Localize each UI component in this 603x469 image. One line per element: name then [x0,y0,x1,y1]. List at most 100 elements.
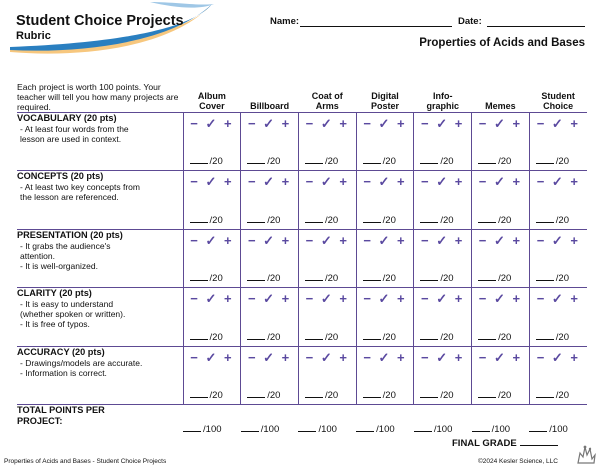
rating-marks[interactable]: − ✓ + [421,349,465,365]
score-cell[interactable]: − ✓ + /20 [240,228,299,288]
rating-marks[interactable]: − ✓ + [190,291,234,306]
column-header: Digital Poster [371,90,400,112]
score-cell[interactable]: − ✓ + /20 [413,345,472,405]
score-cell[interactable]: − ✓ + /20 [182,345,241,405]
rating-marks[interactable]: − ✓ + [190,174,234,189]
score-cell[interactable]: − ✓ + /20 [355,228,414,288]
rating-marks[interactable]: − ✓ + [305,115,349,131]
score-cell[interactable]: − ✓ + /20 [528,111,587,171]
total-score[interactable]: /100 [356,404,414,435]
rating-marks[interactable]: − ✓ + [305,291,349,306]
rating-marks[interactable]: − ✓ + [305,174,349,189]
score-blank: /20 [247,273,280,284]
total-score[interactable]: /100 [413,404,472,435]
score-cell[interactable]: − ✓ + /20 [471,345,530,405]
total-score[interactable]: /100 [529,404,587,435]
score-cell[interactable]: − ✓ + /20 [471,287,530,346]
score-cell[interactable]: − ✓ + /20 [528,287,587,346]
score-blank: /20 [362,332,396,343]
score-cell[interactable]: − ✓ + /20 [240,111,299,171]
header-swoosh [10,2,214,54]
column-header: Billboard [250,101,290,111]
score-blank: /20 [189,332,223,343]
date-field[interactable] [487,26,585,27]
score-cell[interactable]: − ✓ + /20 [240,287,299,346]
score-cell[interactable]: − ✓ + /20 [528,228,587,288]
rating-marks[interactable]: − ✓ + [363,115,407,131]
score-blank: /20 [304,156,338,167]
score-cell[interactable]: − ✓ + /20 [240,170,299,229]
score-cell[interactable]: − ✓ + /20 [297,170,357,229]
rating-marks[interactable]: − ✓ + [190,349,234,365]
rating-marks[interactable]: − ✓ + [247,349,292,365]
score-cell[interactable]: − ✓ + /20 [471,228,530,288]
rating-marks[interactable]: − ✓ + [478,349,523,365]
score-cell[interactable]: − ✓ + /20 [182,228,241,288]
rating-marks[interactable]: − ✓ + [536,349,581,365]
rating-marks[interactable]: − ✓ + [478,291,523,306]
score-cell[interactable]: − ✓ + /20 [297,287,357,346]
score-blank: /20 [535,156,569,167]
rating-marks[interactable]: − ✓ + [363,232,407,248]
score-cell[interactable]: − ✓ + /20 [182,111,241,171]
column-header: Info-graphic [426,90,459,112]
date-label: Date: [458,16,482,27]
rating-marks[interactable]: − ✓ + [421,291,465,306]
rating-marks[interactable]: − ✓ + [247,174,292,189]
rating-marks[interactable]: − ✓ + [536,115,581,131]
criterion-description: PRESENTATION (20 pts) - It grabs the aud… [17,228,184,288]
rating-marks[interactable]: − ✓ + [536,232,581,248]
final-grade[interactable]: FINAL GRADE [452,438,558,449]
score-cell[interactable]: − ✓ + /20 [413,170,472,229]
score-cell[interactable]: − ✓ + /20 [240,345,299,405]
rating-marks[interactable]: − ✓ + [421,232,465,248]
publisher-logo-icon [577,445,596,464]
score-cell[interactable]: − ✓ + /20 [528,170,587,229]
rating-marks[interactable]: − ✓ + [421,115,465,131]
rating-marks[interactable]: − ✓ + [478,174,523,189]
score-blank: /20 [478,390,511,401]
rating-marks[interactable]: − ✓ + [305,232,349,248]
rating-marks[interactable]: − ✓ + [363,291,407,306]
score-cell[interactable]: − ✓ + /20 [413,111,472,171]
criterion-description: CLARITY (20 pts) - It is easy to underst… [17,287,184,346]
rating-marks[interactable]: − ✓ + [190,115,234,131]
page-subtitle: Rubric [16,30,51,42]
rating-marks[interactable]: − ✓ + [421,174,465,189]
page-title: Student Choice Projects [16,13,184,29]
rating-marks[interactable]: − ✓ + [363,349,407,365]
score-cell[interactable]: − ✓ + /20 [182,170,241,229]
score-cell[interactable]: − ✓ + /20 [471,111,530,171]
rating-marks[interactable]: − ✓ + [478,115,523,131]
score-cell[interactable]: − ✓ + /20 [355,345,414,405]
score-cell[interactable]: − ✓ + /20 [413,287,472,346]
rating-marks[interactable]: − ✓ + [478,232,523,248]
total-score[interactable]: /100 [471,404,530,435]
rating-marks[interactable]: − ✓ + [247,291,292,306]
score-cell[interactable]: − ✓ + /20 [297,228,357,288]
score-cell[interactable]: − ✓ + /20 [528,345,587,405]
score-cell[interactable]: − ✓ + /20 [355,111,414,171]
score-cell[interactable]: − ✓ + /20 [182,287,241,346]
rating-marks[interactable]: − ✓ + [247,232,292,248]
score-blank: /20 [420,390,454,401]
rating-marks[interactable]: − ✓ + [305,349,349,365]
score-cell[interactable]: − ✓ + /20 [355,287,414,346]
rating-marks[interactable]: − ✓ + [536,291,581,306]
score-blank: /20 [535,332,569,343]
name-field[interactable] [300,26,452,27]
rating-marks[interactable]: − ✓ + [190,232,234,248]
score-cell[interactable]: − ✓ + /20 [355,170,414,229]
score-cell[interactable]: − ✓ + /20 [413,228,472,288]
rating-marks[interactable]: − ✓ + [247,115,292,131]
rating-marks[interactable]: − ✓ + [363,174,407,189]
score-cell[interactable]: − ✓ + /20 [297,345,357,405]
score-cell[interactable]: − ✓ + /20 [297,111,357,171]
total-score[interactable]: /100 [240,404,299,435]
rating-marks[interactable]: − ✓ + [536,174,581,189]
score-blank: /20 [247,332,280,343]
criterion-description: VOCABULARY (20 pts) - At least four word… [17,111,184,171]
total-score[interactable]: /100 [183,404,241,435]
total-score[interactable]: /100 [298,404,357,435]
score-cell[interactable]: − ✓ + /20 [471,170,530,229]
